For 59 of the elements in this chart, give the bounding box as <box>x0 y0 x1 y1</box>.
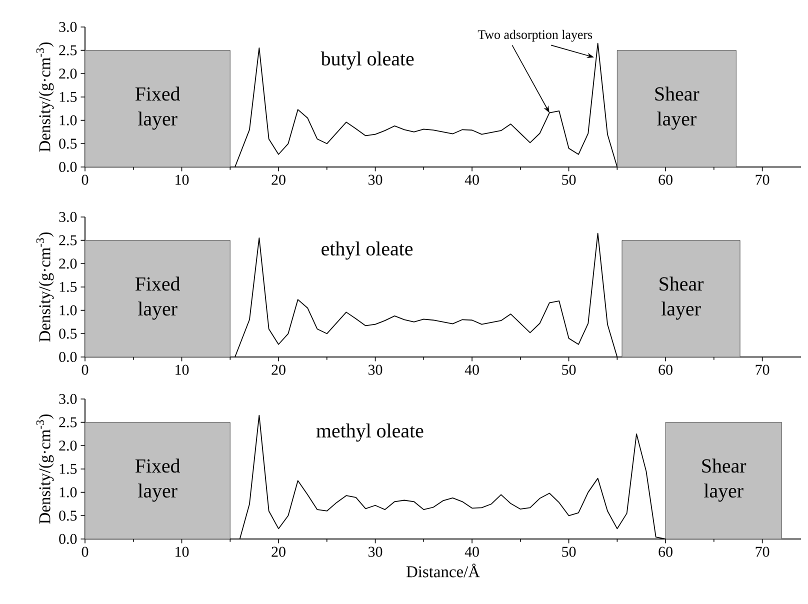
y-tick-label: 2.0 <box>59 440 77 451</box>
x-tick-label: 70 <box>756 546 770 557</box>
band-label: Shear layer <box>655 86 700 130</box>
x-tick-label: 20 <box>272 364 286 375</box>
y-tick-label: 0.0 <box>59 352 77 362</box>
text: butyl oleate <box>320 52 414 70</box>
x-tick-label: 20 <box>272 546 286 557</box>
x-axis-title: Distance/Å <box>406 564 480 578</box>
x-tick-label: 60 <box>658 174 672 185</box>
x-tick-label: 0 <box>82 364 88 375</box>
x-tick-label: 0 <box>82 174 88 185</box>
x-tick-label: 60 <box>658 546 672 557</box>
y-tick-label: 0.5 <box>59 510 77 521</box>
x-tick-label: 50 <box>562 174 576 185</box>
y-tick-label: 2.0 <box>59 68 77 79</box>
x-tick-label: 30 <box>368 174 382 185</box>
y-tick-label: 1.0 <box>60 487 77 498</box>
y-tick-label: 1.5 <box>60 282 77 292</box>
y-axis-title: Density/(g·cm$^{-3}$) <box>36 42 54 152</box>
y-tick-label: 0.5 <box>59 328 77 339</box>
x-tick-label: 30 <box>368 546 382 557</box>
band-label: Shear layer <box>660 276 704 320</box>
y-tick-label: 0.0 <box>59 162 77 172</box>
text: ethyl oleate <box>322 242 413 260</box>
x-tick-label: 70 <box>756 364 770 375</box>
y-axis-title: Density/(g·cm$^{-3}$) <box>36 414 54 524</box>
y-tick-label: 0.0 <box>59 534 77 544</box>
x-tick-label: 40 <box>464 546 479 557</box>
y-tick-label: 1.0 <box>60 305 77 316</box>
x-tick-label: 10 <box>176 174 189 185</box>
band-label: Fixed layer <box>135 458 180 502</box>
text: methyl oleate <box>316 424 424 442</box>
x-tick-label: 40 <box>464 174 479 185</box>
band-label: Shear layer <box>702 458 746 502</box>
y-tick-label: 2.5 <box>59 235 77 246</box>
x-tick-label: 30 <box>368 364 382 375</box>
y-tick-label: 0.5 <box>59 138 77 149</box>
y-tick-label: 3.0 <box>59 212 77 222</box>
y-tick-label: 1.5 <box>60 92 77 102</box>
y-tick-label: 2.0 <box>59 258 77 269</box>
x-tick-label: 10 <box>176 546 189 557</box>
y-axis-title: Density/(g·cm$^{-3}$) <box>36 232 54 342</box>
annotation: Two adsorption layers <box>478 30 592 42</box>
band-label: Fixed layer <box>135 86 180 130</box>
x-tick-label: 50 <box>562 364 576 375</box>
band-label: Fixed layer <box>135 276 180 320</box>
y-tick-label: 1.0 <box>60 115 77 126</box>
y-tick-label: 3.0 <box>59 394 77 404</box>
y-tick-label: 3.0 <box>59 22 77 32</box>
x-tick-label: 60 <box>658 364 672 375</box>
x-tick-label: 20 <box>272 174 286 185</box>
x-tick-label: 50 <box>562 546 576 557</box>
x-tick-label: 10 <box>176 364 189 375</box>
y-tick-label: 1.5 <box>60 464 77 474</box>
x-tick-label: 70 <box>756 174 770 185</box>
x-tick-label: 0 <box>82 546 88 557</box>
y-tick-label: 2.5 <box>59 417 77 428</box>
x-tick-label: 40 <box>464 364 479 375</box>
y-tick-label: 2.5 <box>59 45 77 56</box>
